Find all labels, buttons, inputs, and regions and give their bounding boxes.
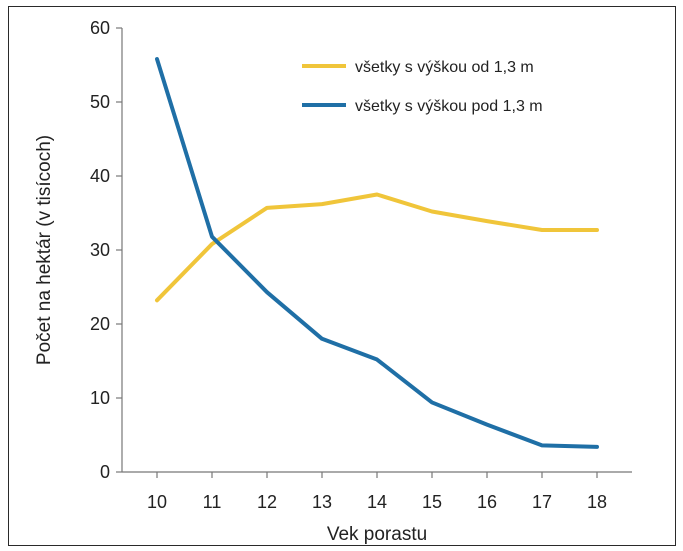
x-tick-label: 12 bbox=[257, 492, 277, 512]
x-tick-label: 16 bbox=[477, 492, 497, 512]
y-tick-label: 50 bbox=[90, 92, 110, 112]
axes: 0 10 20 30 40 50 60 10 11 12 13 14 15 16 17 18 bbox=[90, 18, 632, 512]
y-tick-label: 30 bbox=[90, 240, 110, 260]
series-layer bbox=[155, 57, 599, 449]
x-tick-label: 15 bbox=[422, 492, 442, 512]
x-tick-label: 14 bbox=[367, 492, 387, 512]
x-tick-label: 10 bbox=[147, 492, 167, 512]
y-tick-label: 0 bbox=[100, 462, 110, 482]
chart-frame bbox=[8, 6, 676, 546]
y-tick-label: 20 bbox=[90, 314, 110, 334]
y-tick-label: 40 bbox=[90, 166, 110, 186]
series-line-1 bbox=[155, 192, 599, 303]
series-line-2 bbox=[155, 57, 599, 449]
legend: všetky s výškou od 1,3 m všetky s výškou … bbox=[302, 59, 543, 115]
x-tick-label: 13 bbox=[312, 492, 332, 512]
x-tick-label: 18 bbox=[587, 492, 607, 512]
y-tick-label: 10 bbox=[90, 388, 110, 408]
legend-label-1: všetky s výškou od 1,3 m bbox=[355, 59, 534, 76]
y-axis-title: Počet na hektár (v tisícoch) bbox=[34, 135, 55, 365]
y-tick-label: 60 bbox=[90, 18, 110, 38]
legend-label-2: všetky s výškou pod 1,3 m bbox=[355, 98, 543, 115]
x-tick-label: 11 bbox=[203, 492, 222, 512]
x-tick-label: 17 bbox=[532, 492, 552, 512]
x-axis-title: Vek porastu bbox=[327, 524, 427, 545]
